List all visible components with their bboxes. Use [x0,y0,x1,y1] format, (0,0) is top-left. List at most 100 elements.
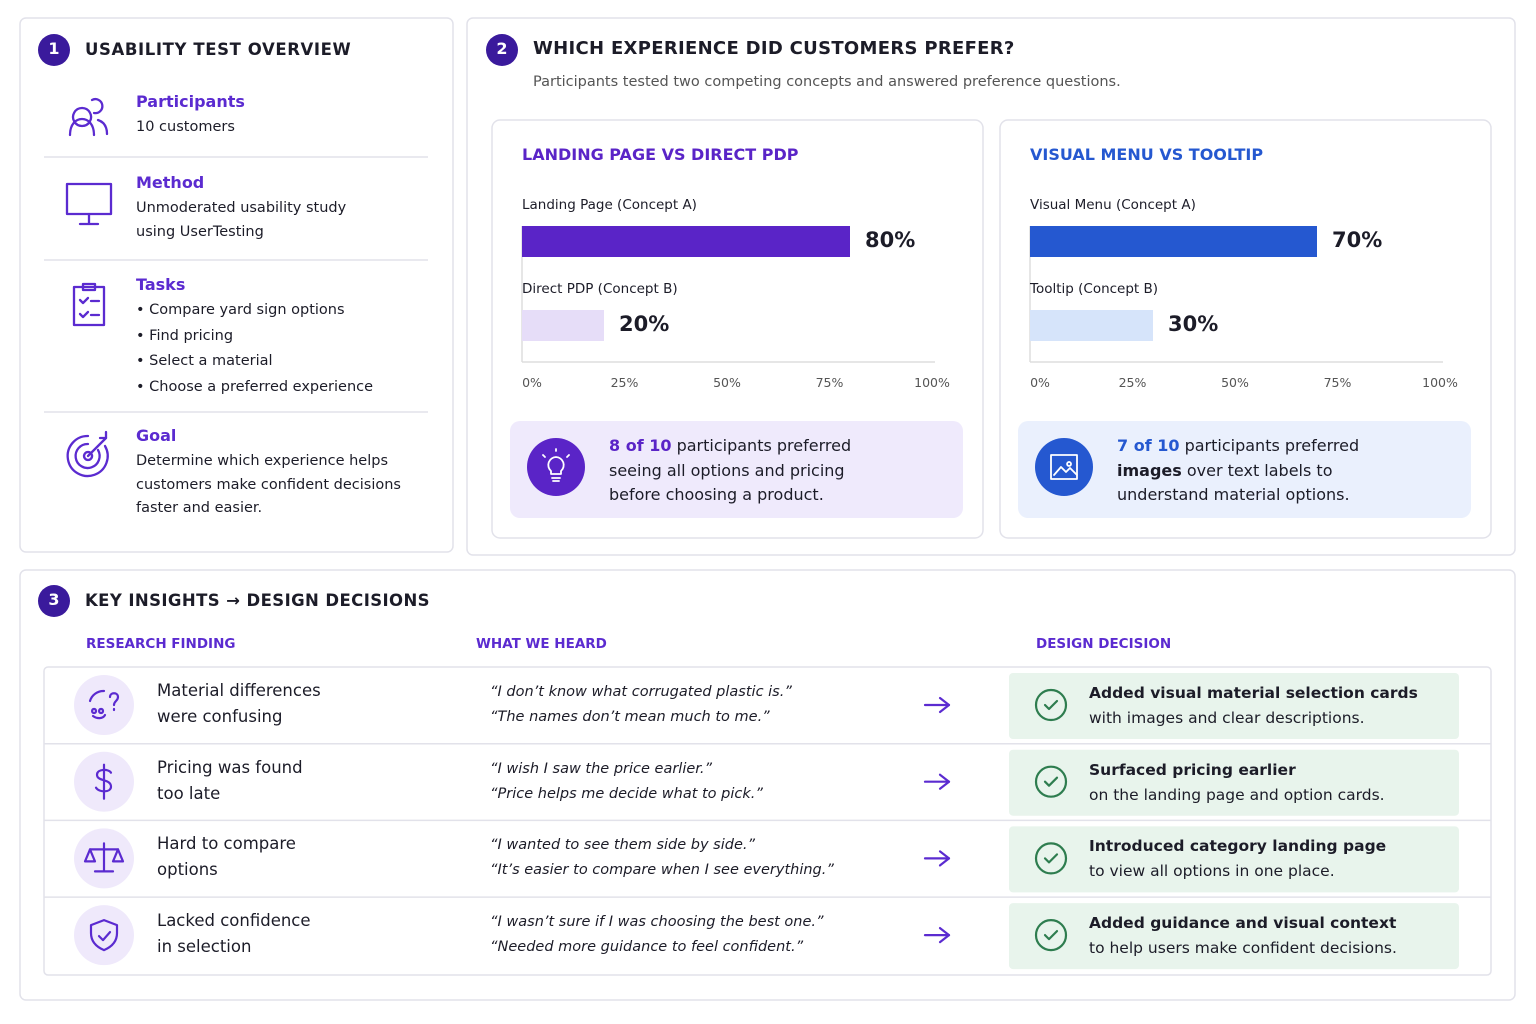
decision-text: to view all options in one place. [1089,862,1335,881]
finding: Pricing was found [157,757,303,777]
x-tick-label: 25% [610,375,639,390]
decision-box [1009,903,1459,970]
chart-title: LANDING PAGE VS DIRECT PDP [522,145,799,164]
row-icon [89,918,119,952]
x-tick-label: 100% [914,375,950,390]
callout-icon-part [547,456,565,475]
finding: in selection [157,937,252,957]
callout [1018,421,1471,518]
bar [522,226,850,257]
item-text: customers make confident decisions [136,476,401,493]
quote: “Needed more guidance to feel confident.… [490,939,804,956]
item-text: Determine which experience helps [136,453,388,469]
finding: were confusing [157,707,283,726]
check [1043,699,1059,711]
callout-icon [542,448,570,482]
callout-part: 7 of 10 [1117,436,1180,455]
callout-icon-bg [1035,438,1093,496]
section-title: USABILITY TEST OVERVIEW [85,40,352,59]
decision-text: to help users make confident decisions. [1089,939,1397,958]
row-icon [88,689,120,720]
section-title: KEY INSIGHTS → DESIGN DECISIONS [85,591,430,610]
callout-icon-part [1053,466,1078,476]
item-label: Participants [136,92,245,111]
quote: “It’s easier to compare when I see every… [490,862,834,879]
check-circle [1034,765,1068,798]
row-icon-part [108,692,120,707]
callout-icon-part [542,454,546,458]
check [1043,929,1059,941]
bar [1030,310,1153,341]
row-icon [83,842,125,873]
check-part [1043,929,1059,941]
item-text: • Select a material [136,353,273,369]
x-tick-label: 0% [522,375,542,390]
callout-icon-bg [527,438,585,496]
item-icon-part [66,434,109,478]
x-tick-label: 50% [713,375,741,390]
quote: “I wasn’t sure if I was choosing the bes… [490,914,824,931]
column-header: RESEARCH FINDING [86,636,236,652]
bar-label: Direct PDP (Concept B) [522,281,678,297]
finding: Lacked confidence [157,911,311,931]
decision-title: Surfaced pricing earlier [1089,760,1296,779]
value-label: 30% [1168,312,1219,336]
number-badge [38,34,70,66]
decision-text: on the landing page and option cards. [1089,785,1385,804]
arrow [923,850,951,867]
arrow-part [938,773,951,790]
finding: Hard to compare [157,834,296,854]
callout-icon-part [1066,461,1072,467]
x-tick-label: 50% [1221,375,1249,390]
check [1043,853,1059,864]
item-icon-part [68,117,96,137]
arrow [923,773,951,790]
finding: Material differences [157,681,321,700]
check-circle [1034,688,1068,722]
item-icon [72,282,106,327]
row-icon [94,763,113,800]
badge-number: 1 [48,39,60,58]
check-part [1043,853,1059,864]
decision-box [1009,826,1459,893]
arrow-part [938,927,951,944]
item-icon-part [71,106,93,128]
callout-part: participants preferred [1184,436,1360,455]
row-icon-part [88,689,106,703]
row-icon-part [111,848,125,863]
item-label: Goal [136,426,177,445]
number-badge [486,34,518,66]
value-label: 70% [1332,228,1383,252]
item-icon-part [86,436,108,458]
callout-icon [1050,454,1078,480]
row-icon-bg [74,905,134,966]
x-tick-label: 0% [1030,375,1050,390]
callout-icon-part [566,454,570,458]
row-icon-part [97,707,105,715]
row-icon-part [83,848,97,863]
decision-box [1009,749,1459,816]
finding: too late [157,783,221,803]
section-title: WHICH EXPERIENCE DID CUSTOMERS PREFER? [533,38,1015,59]
item-label: Method [136,173,205,192]
decision-text: with images and clear descriptions. [1089,709,1365,727]
check-circle [1034,842,1068,875]
bar [522,310,604,341]
x-tick-label: 75% [1323,375,1352,390]
callout-part: 8 of 10 [609,436,672,455]
callout [510,421,963,518]
bar-label: Tooltip (Concept B) [1030,281,1159,297]
item-text: • Find pricing [136,327,234,344]
row-icon-part [90,707,98,715]
x-tick-label: 100% [1422,375,1458,390]
callout-text: 8 of 10 participants preferred seeing al… [609,434,861,508]
item-text: • Compare yard sign options [136,302,345,318]
callout-part: participants preferred seeing all option… [609,436,852,504]
decision-title: Added guidance and visual context [1089,914,1397,933]
item-text: • Choose a preferred experience [136,378,374,395]
badge-number: 2 [496,39,508,58]
finding: options [157,860,218,880]
callout-icon-part [1050,454,1078,480]
